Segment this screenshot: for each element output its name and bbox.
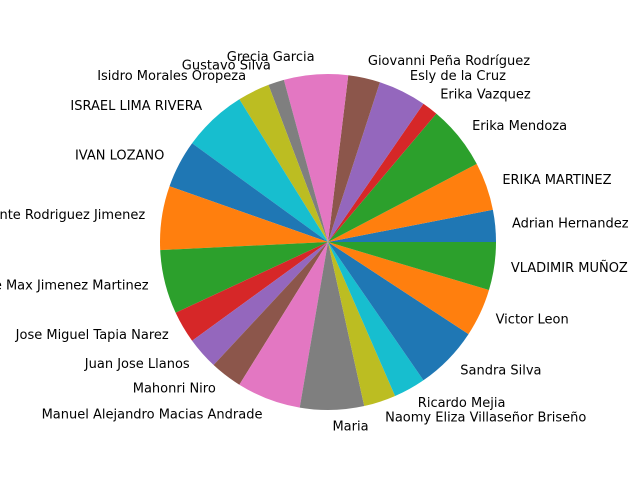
slice-label: Grecia Garcia <box>227 50 315 65</box>
slice-label: VLADIMIR MUÑOZ <box>511 260 628 276</box>
slice-label: Sandra Silva <box>460 364 541 379</box>
pie-slice <box>299 242 365 410</box>
slice-label: ISRAEL LIMA RIVERA <box>70 99 202 114</box>
pie-slice <box>328 113 477 242</box>
pie-slice <box>328 242 396 407</box>
pie-slice <box>328 103 437 243</box>
pie-slice <box>283 73 349 242</box>
slice-label: Victor Leon <box>496 312 569 327</box>
pie-slice <box>268 79 328 243</box>
pie-slice <box>160 242 328 313</box>
slice-label: Manuel Alejandro Macias Andrade <box>42 407 263 422</box>
pie-slice <box>192 99 328 242</box>
pie-slice <box>160 186 328 251</box>
slice-label: ERIKA MARTINEZ <box>502 173 611 188</box>
slice-label: Adrian Hernandez <box>512 217 629 232</box>
slice-label: Mahonri Niro <box>133 381 216 396</box>
pie-slice <box>192 242 328 366</box>
slice-label: Ricardo Mejia <box>418 396 506 411</box>
pie-slice <box>213 242 328 385</box>
slice-label: Erika Mendoza <box>472 119 567 134</box>
pie-slice <box>328 209 497 242</box>
slice-label: Jose Max Jimenez Martinez <box>0 279 149 294</box>
pie-slice <box>328 242 424 397</box>
pie-slice <box>239 84 328 242</box>
pie-slices <box>160 73 497 410</box>
pie-slice <box>169 143 328 242</box>
slice-label: Juan Jose Llanos <box>84 357 190 372</box>
pie-labels: Adrian Hernandez ERIKA MARTINEZ Erika Mend… <box>0 50 629 434</box>
pie-slice <box>175 242 328 341</box>
pie-slice <box>328 82 424 242</box>
pie-slice <box>328 242 496 291</box>
pie-slice <box>328 242 469 381</box>
pie-slice <box>328 163 493 242</box>
slice-label: Isidro Morales Oropeza <box>97 69 246 84</box>
pie-slice <box>328 75 380 242</box>
slice-label: Jose Abelardo Fuente Rodriguez Jimenez <box>0 208 145 223</box>
slice-label: Gustavo Silva <box>182 59 271 74</box>
pie-slice <box>328 242 489 335</box>
slice-label: Jose Miguel Tapia Narez <box>15 328 169 343</box>
slice-label: Maria <box>332 419 368 434</box>
slice-label: IVAN LOZANO <box>75 149 164 164</box>
slice-label: Esly de la Cruz <box>410 69 506 84</box>
slice-label: Giovanni Peña Rodríguez <box>368 54 530 69</box>
slice-label: Naomy Eliza Villaseñor Briseño <box>385 410 586 425</box>
slice-label: Erika Vazquez <box>440 88 531 103</box>
pie-slice <box>239 242 328 408</box>
